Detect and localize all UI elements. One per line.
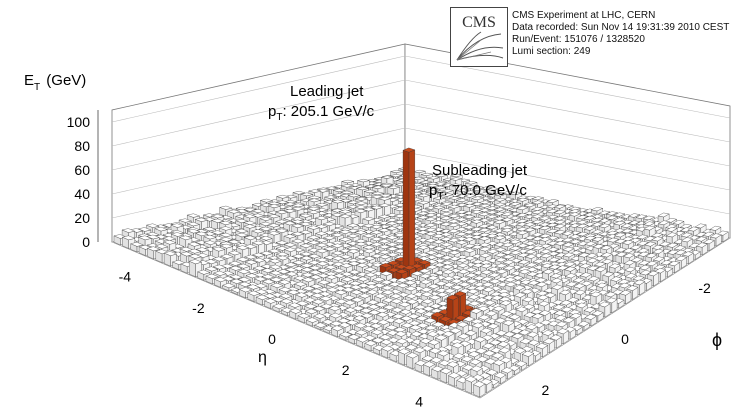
eta-tick-label: 4 xyxy=(415,393,423,409)
phi-tick-label: -2 xyxy=(698,280,711,296)
z-gridline xyxy=(111,79,731,147)
eta-tick-label: -4 xyxy=(119,269,132,285)
tower xyxy=(619,290,632,305)
phi-tick-label: 2 xyxy=(541,382,549,398)
jet-pt-value: : 70.0 GeV/c xyxy=(443,182,527,199)
info-line-lumi: Lumi section: 249 xyxy=(512,46,591,57)
phi-tick-label: 0 xyxy=(621,331,629,347)
tower xyxy=(500,228,514,237)
tower xyxy=(146,246,161,260)
eta-tick-label: 0 xyxy=(268,331,276,347)
tower xyxy=(363,267,377,277)
info-line-run-event: Run/Event: 151076 / 1328520 xyxy=(512,34,645,45)
z-tick-label: 80 xyxy=(74,138,90,154)
z-axis-label-sub: T xyxy=(34,82,40,93)
jet-pt-prefix: p xyxy=(268,103,276,120)
info-line-experiment: CMS Experiment at LHC, CERN xyxy=(512,10,656,21)
eta-tick-label: -2 xyxy=(192,300,205,316)
eta-tick-label: 2 xyxy=(342,362,350,378)
tower xyxy=(293,281,308,291)
cms-logo: CMS xyxy=(450,7,508,67)
z-tick-label: 100 xyxy=(67,114,91,130)
eta-axis-label: η xyxy=(258,349,267,366)
tower xyxy=(334,289,348,301)
jet-pt-value: : 205.1 GeV/c xyxy=(282,103,374,120)
tower xyxy=(427,283,441,293)
z-axis-label: ET (GeV) xyxy=(24,72,86,93)
z-gridline xyxy=(111,127,731,195)
z-axis-label-unit: (GeV) xyxy=(42,72,86,89)
z-tick-label: 40 xyxy=(74,186,90,202)
tower xyxy=(292,260,306,268)
z-tick-label: 20 xyxy=(74,210,90,226)
cms-logo-graphic: CMS xyxy=(456,14,504,61)
info-line-date: Data recorded: Sun Nov 14 19:31:39 2010 … xyxy=(512,22,730,33)
tower xyxy=(343,300,357,311)
z-gridline xyxy=(111,103,731,171)
logo-text: CMS xyxy=(462,14,496,31)
jet-label: Leading jet xyxy=(290,83,364,100)
tower xyxy=(272,303,286,313)
jet-tower xyxy=(402,147,416,273)
tower xyxy=(299,255,314,265)
tower xyxy=(188,259,203,278)
event-info: CMS Experiment at LHC, CERN Data recorde… xyxy=(512,10,729,58)
jet-pt-prefix: p xyxy=(429,182,437,199)
z-tick-label: 0 xyxy=(82,234,90,250)
z-gridline xyxy=(111,55,731,123)
jet-label: Subleading jet xyxy=(432,162,528,179)
tower xyxy=(194,217,209,232)
phi-axis-label: ϕ xyxy=(712,330,722,350)
z-axis-label-main: E xyxy=(24,72,34,89)
tower xyxy=(473,381,486,398)
z-tick-label: 60 xyxy=(74,162,90,178)
tower xyxy=(448,256,462,265)
tower xyxy=(502,265,516,276)
